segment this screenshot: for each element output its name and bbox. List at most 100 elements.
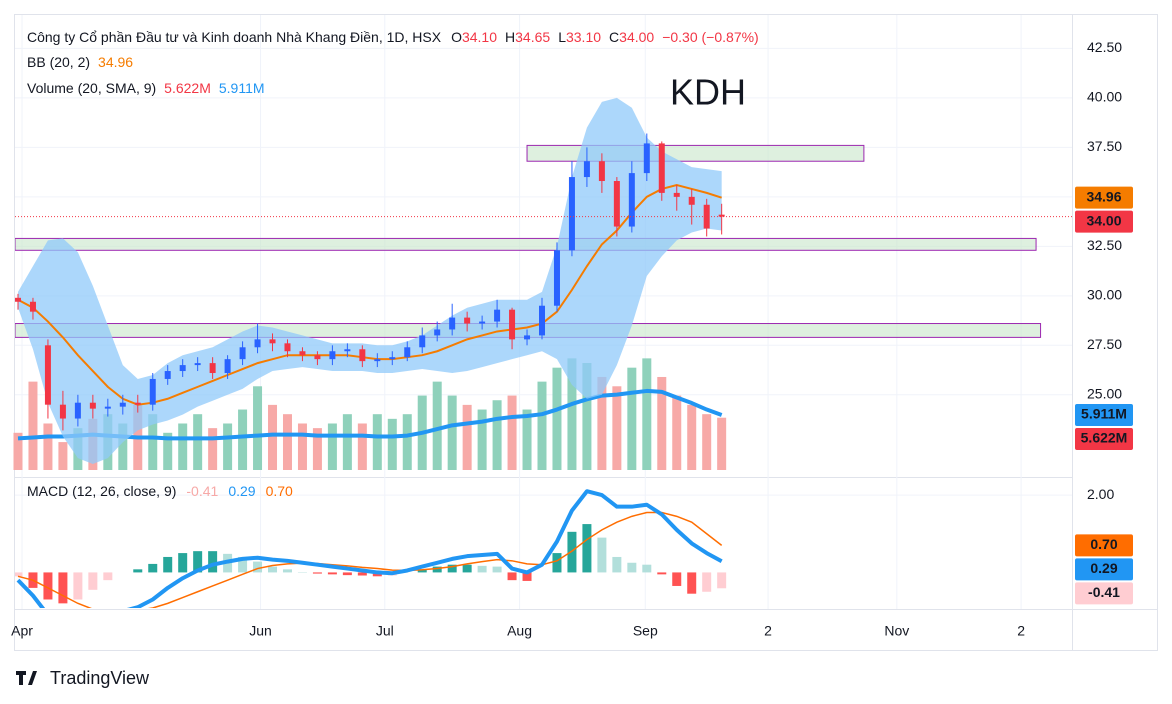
macd-histogram-bar xyxy=(507,572,517,581)
macd-histogram-bar xyxy=(477,565,487,573)
symbol-title: Công ty Cổ phần Đầu tư và Kinh doanh Nhà… xyxy=(27,29,442,45)
volume-bar xyxy=(253,386,263,470)
candle-body xyxy=(59,404,66,419)
candle-body xyxy=(524,335,531,340)
volume-bar xyxy=(522,409,532,470)
volume-bar xyxy=(238,409,248,470)
macd-flag xyxy=(1075,558,1133,581)
macd-tick-label: 2.00 xyxy=(1087,486,1114,502)
header: Công ty Cổ phần Đầu tư và Kinh doanh Nhà… xyxy=(27,29,759,45)
volume-bar xyxy=(582,363,592,470)
macd-name: MACD (12, 26, close, 9) xyxy=(27,483,176,499)
macd-histogram-bar xyxy=(193,551,203,573)
macd-signal-line xyxy=(17,511,723,608)
candle-body xyxy=(374,359,381,362)
candle-body xyxy=(643,143,650,174)
volume-bar xyxy=(208,428,218,470)
candle-body xyxy=(628,173,635,227)
candle-body xyxy=(583,161,590,178)
candle-body xyxy=(553,250,560,306)
candle-body xyxy=(404,347,411,358)
candle-body xyxy=(464,317,471,324)
macd-value: 0.29 xyxy=(228,483,255,499)
volume-bar xyxy=(43,423,53,470)
signal-value: 0.70 xyxy=(266,483,293,499)
macd-histogram-bar xyxy=(268,566,278,573)
macd-histogram-bar xyxy=(462,564,472,573)
macd-histogram-bar xyxy=(178,553,188,573)
y-tick-label: 25.00 xyxy=(1087,385,1122,401)
bb-band xyxy=(17,97,722,465)
ohlc-key: C xyxy=(609,29,619,45)
macd-histogram-bar xyxy=(208,551,218,573)
volume-bar xyxy=(372,414,382,470)
x-tick-label: Jul xyxy=(376,623,394,639)
volume-bar xyxy=(178,423,188,470)
volume-bar xyxy=(717,417,727,470)
candle-body xyxy=(284,343,291,352)
bb-name: BB (20, 2) xyxy=(27,54,90,70)
macd-histogram-bar xyxy=(342,572,352,576)
logo: TradingView xyxy=(16,668,150,688)
ohlc-key: O xyxy=(451,29,462,45)
candle-body xyxy=(194,363,201,366)
x-tick-label: Nov xyxy=(884,623,909,639)
volume-bar xyxy=(387,418,397,470)
y-tick-label: 27.50 xyxy=(1087,336,1122,352)
y-tick-label: 32.50 xyxy=(1087,237,1122,253)
macd-histogram-bar xyxy=(88,572,98,590)
ohlc-value: 34.65 xyxy=(515,29,550,45)
macd-histogram-bar xyxy=(657,572,667,575)
bb-legend: BB (20, 2) 34.96 xyxy=(27,54,133,70)
macd-hist-flag-label: -0.41 xyxy=(1088,584,1120,600)
candle-body xyxy=(269,339,276,344)
candle-body xyxy=(209,363,216,374)
volume-bar xyxy=(672,395,682,470)
x-tick-label: Jun xyxy=(249,623,272,639)
volume-bar xyxy=(342,414,352,470)
candle-body xyxy=(494,309,501,322)
candle-body xyxy=(344,349,351,352)
x-tick-label: 2 xyxy=(764,623,772,639)
logo-text: TradingView xyxy=(50,668,150,688)
volume-sma-line xyxy=(17,388,723,441)
candle-body xyxy=(224,359,231,374)
volume-bar xyxy=(312,428,322,470)
change: −0.30 (−0.87%) xyxy=(662,29,759,45)
volume-bar xyxy=(28,381,38,470)
macd-histogram-bar xyxy=(612,556,622,573)
candle-body xyxy=(314,355,321,360)
macd-histogram-bar xyxy=(103,572,113,581)
macd-hist-flag xyxy=(1075,582,1133,605)
macd-histogram-bar xyxy=(492,566,502,573)
candle-body xyxy=(329,351,336,360)
candle-body xyxy=(613,181,620,227)
candle-body xyxy=(44,345,51,405)
frame xyxy=(14,14,1158,651)
macd-signal-flag-label: 0.70 xyxy=(1090,536,1117,552)
candle-body xyxy=(688,196,695,205)
volume-bar xyxy=(163,432,173,470)
logo-mark xyxy=(16,671,37,685)
y-tick-label: 37.50 xyxy=(1087,138,1122,154)
macd-histogram-bar xyxy=(133,569,143,573)
macd-histogram-bar xyxy=(702,572,712,592)
candle-body xyxy=(134,402,141,405)
ohlc-value: 34.10 xyxy=(462,29,497,45)
candle-body xyxy=(164,371,171,379)
candle-body xyxy=(254,339,261,348)
macd-histogram-bar xyxy=(717,572,727,589)
y-tick-label: 30.00 xyxy=(1087,287,1122,303)
volume-bar xyxy=(148,414,158,470)
macd-histogram-bar xyxy=(567,531,577,573)
candle-body xyxy=(89,402,96,409)
annotation: KDH xyxy=(670,72,746,113)
macd-hist-value: -0.41 xyxy=(186,483,218,499)
volume-bar xyxy=(357,423,367,470)
volume-bar xyxy=(567,358,577,470)
x-tick-label: 2 xyxy=(1017,623,1025,639)
x-tick-label: Aug xyxy=(507,623,532,639)
candle-body xyxy=(703,204,710,229)
candle-body xyxy=(434,329,441,336)
